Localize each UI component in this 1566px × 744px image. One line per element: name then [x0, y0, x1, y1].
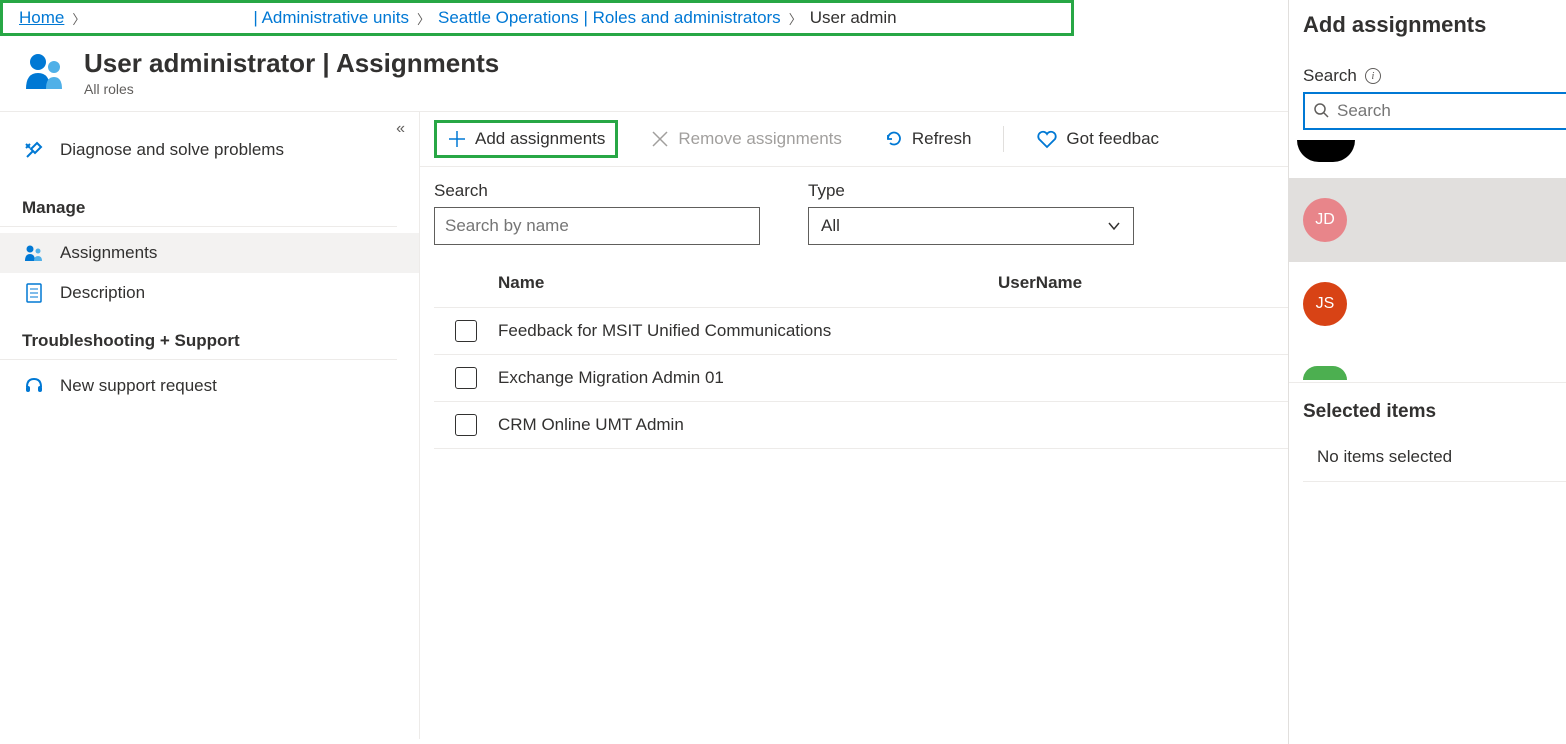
- chevron-right-icon: 〉: [417, 9, 430, 28]
- collapse-sidebar-icon[interactable]: «: [396, 120, 405, 138]
- sidebar-new-support[interactable]: New support request: [0, 366, 419, 406]
- panel-user-list: JD JS: [1289, 140, 1566, 380]
- panel-search-label: Search i: [1289, 66, 1566, 92]
- remove-assignments-button: Remove assignments: [640, 123, 851, 155]
- avatar: JS: [1303, 282, 1347, 326]
- people-icon: [24, 51, 68, 94]
- sidebar-item-label: Description: [60, 283, 145, 303]
- toolbar-label: Remove assignments: [678, 129, 841, 149]
- breadcrumb-current: User admin: [810, 8, 897, 28]
- avatar: [1303, 366, 1347, 380]
- refresh-icon: [884, 129, 904, 149]
- panel-search-label-text: Search: [1303, 66, 1357, 86]
- breadcrumb: Home 〉 | Administrative units 〉 Seattle …: [0, 0, 1074, 36]
- row-name: Exchange Migration Admin 01: [498, 368, 998, 388]
- add-assignments-button[interactable]: Add assignments: [434, 120, 618, 158]
- selected-items-title: Selected items: [1289, 383, 1566, 433]
- panel-search-input[interactable]: [1337, 101, 1558, 121]
- info-icon[interactable]: i: [1365, 68, 1381, 84]
- panel-search-input-wrap[interactable]: [1303, 92, 1566, 130]
- toolbar-label: Got feedbac: [1066, 129, 1159, 149]
- row-name: CRM Online UMT Admin: [498, 415, 998, 435]
- row-checkbox[interactable]: [455, 414, 477, 436]
- page-subtitle: All roles: [84, 81, 499, 97]
- sidebar-item-label: New support request: [60, 376, 217, 396]
- sidebar: « Diagnose and solve problems Manage Ass…: [0, 112, 420, 739]
- search-input[interactable]: [434, 207, 760, 245]
- toolbar-label: Refresh: [912, 129, 972, 149]
- sidebar-assignments[interactable]: Assignments: [0, 233, 419, 273]
- refresh-button[interactable]: Refresh: [874, 123, 982, 155]
- sidebar-diagnose[interactable]: Diagnose and solve problems: [0, 130, 419, 170]
- type-value: All: [821, 216, 840, 236]
- panel-user-item[interactable]: [1289, 140, 1566, 178]
- avatar: JD: [1303, 198, 1347, 242]
- add-assignments-panel: Add assignments Search i JD JS Selected …: [1288, 0, 1566, 744]
- feedback-button[interactable]: Got feedbac: [1026, 123, 1169, 155]
- avatar: [1297, 140, 1355, 162]
- row-checkbox[interactable]: [455, 320, 477, 342]
- search-icon: [1313, 102, 1329, 121]
- breadcrumb-admin-units[interactable]: | Administrative units: [253, 8, 409, 28]
- sidebar-section-manage: Manage: [0, 180, 397, 227]
- page-title: User administrator | Assignments: [84, 48, 499, 79]
- breadcrumb-home[interactable]: Home: [19, 8, 64, 28]
- people-small-icon: [22, 244, 46, 262]
- document-icon: [22, 283, 46, 303]
- selected-items-empty: No items selected: [1303, 433, 1566, 482]
- row-name: Feedback for MSIT Unified Communications: [498, 321, 998, 341]
- sidebar-item-label: Assignments: [60, 243, 157, 263]
- chevron-right-icon: 〉: [789, 9, 802, 28]
- headset-icon: [22, 376, 46, 396]
- search-label: Search: [434, 181, 760, 201]
- chevron-right-icon: 〉: [72, 9, 85, 28]
- sidebar-item-label: Diagnose and solve problems: [60, 140, 284, 160]
- panel-user-item[interactable]: JD: [1289, 178, 1566, 262]
- type-label: Type: [808, 181, 1134, 201]
- x-icon: [650, 129, 670, 149]
- panel-user-item[interactable]: [1289, 346, 1566, 380]
- heart-icon: [1036, 129, 1058, 149]
- panel-title: Add assignments: [1289, 12, 1566, 66]
- chevron-down-icon: [1107, 216, 1121, 236]
- wrench-icon: [22, 140, 46, 160]
- toolbar-separator: [1003, 126, 1004, 152]
- type-select[interactable]: All: [808, 207, 1134, 245]
- sidebar-description[interactable]: Description: [0, 273, 419, 313]
- row-checkbox[interactable]: [455, 367, 477, 389]
- column-name[interactable]: Name: [498, 273, 998, 293]
- panel-user-item[interactable]: JS: [1289, 262, 1566, 346]
- sidebar-section-troubleshoot: Troubleshooting + Support: [0, 313, 397, 360]
- breadcrumb-seattle-ops[interactable]: Seattle Operations | Roles and administr…: [438, 8, 781, 28]
- toolbar-label: Add assignments: [475, 129, 605, 149]
- plus-icon: [447, 129, 467, 149]
